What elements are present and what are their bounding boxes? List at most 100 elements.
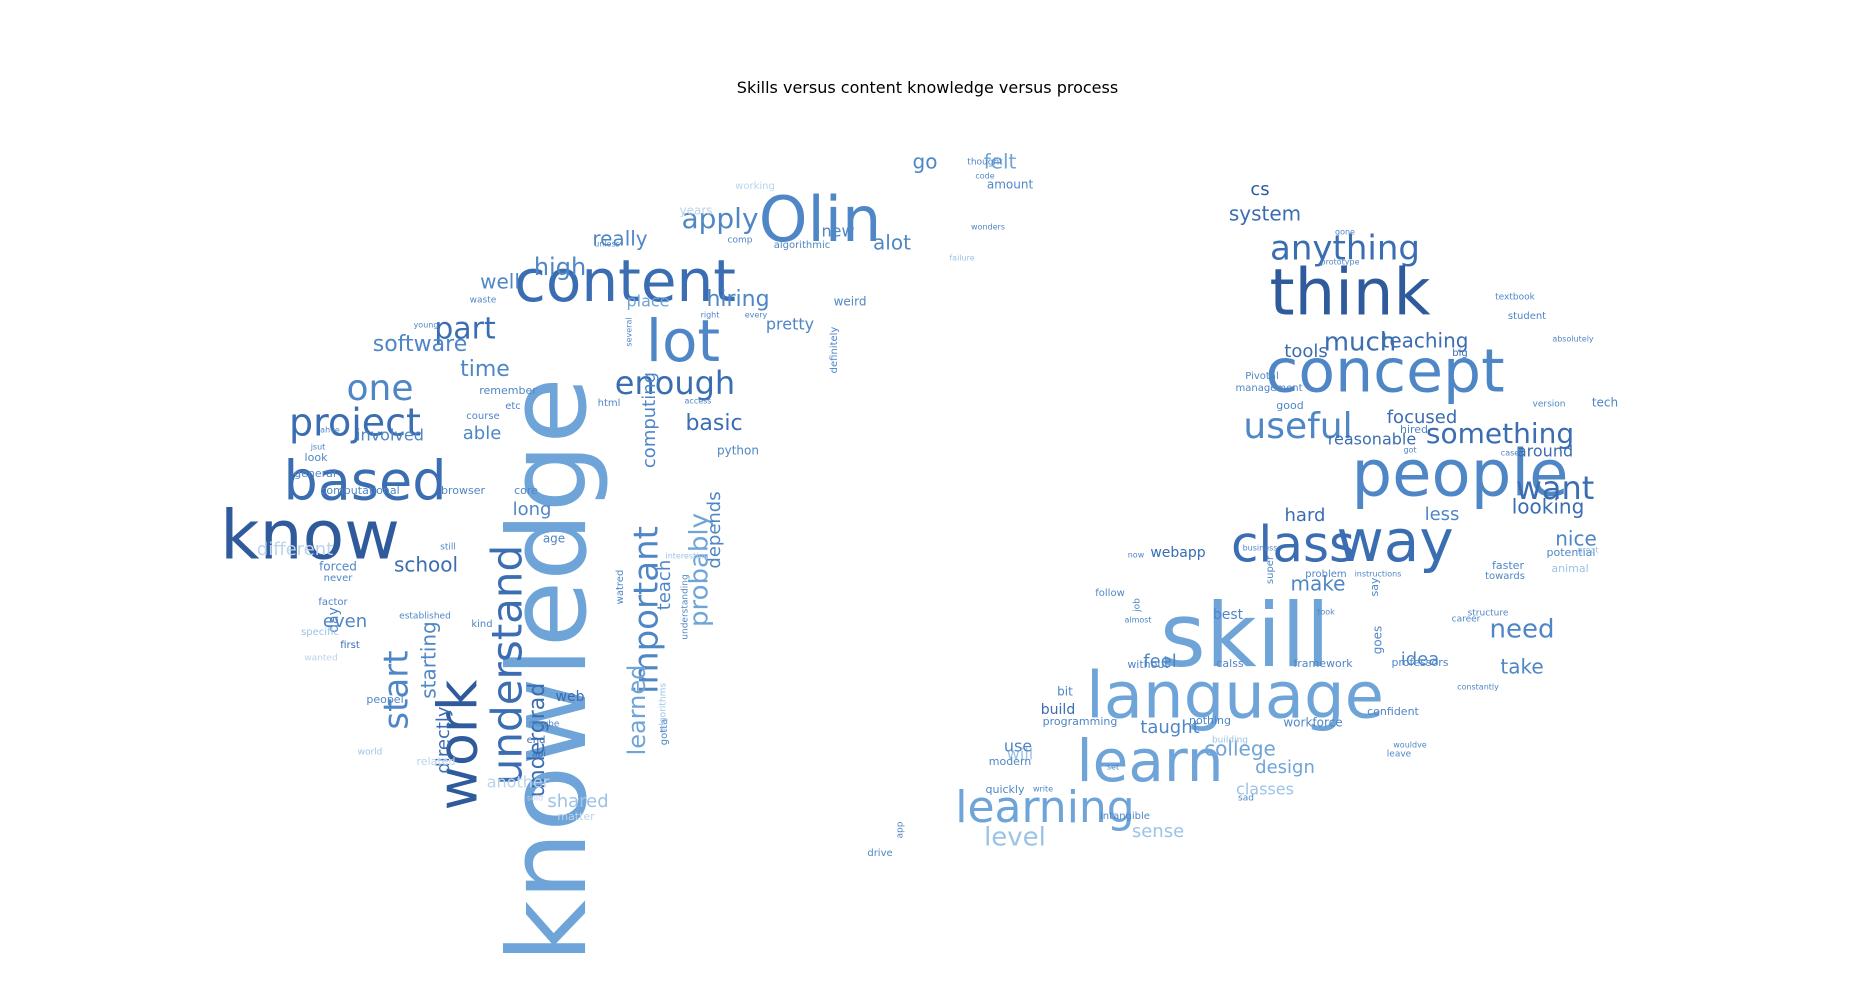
cloud-word: another	[487, 773, 550, 792]
cloud-word: right	[701, 311, 720, 320]
cloud-word: potential	[1547, 546, 1596, 559]
cloud-word: important	[627, 526, 667, 694]
cloud-word: kind	[471, 619, 492, 630]
cloud-word: general	[294, 467, 336, 480]
cloud-word: Olin	[759, 183, 882, 256]
cloud-word: useful	[1243, 406, 1352, 447]
cloud-word: around	[1517, 442, 1573, 461]
cloud-word: still	[440, 543, 456, 553]
cloud-word: wonders	[971, 223, 1005, 232]
cloud-word: anything	[1270, 229, 1420, 269]
cloud-word: watred	[615, 570, 626, 605]
cloud-word: taught	[1140, 717, 1199, 738]
cloud-word: hiring	[706, 287, 769, 312]
cloud-word: Pivotal	[1245, 371, 1278, 382]
cloud-word: webapp	[1150, 545, 1205, 561]
cloud-word: sad	[1238, 794, 1254, 804]
cloud-word: really	[592, 227, 647, 251]
cloud-word: school	[394, 553, 458, 577]
cloud-word: weird	[834, 295, 867, 309]
cloud-word: unless	[594, 240, 620, 249]
cloud-word: gotta	[659, 719, 670, 745]
cloud-word: project	[289, 401, 421, 445]
cloud-word: starting	[417, 621, 441, 699]
cloud-word: focused	[1387, 407, 1458, 428]
cloud-word: college	[1204, 737, 1276, 761]
cloud-word: remember	[479, 384, 537, 397]
cloud-word: go	[913, 150, 938, 174]
cloud-word: web	[556, 689, 585, 705]
cloud-word: follow	[1095, 588, 1125, 599]
cloud-word: basic	[685, 411, 742, 436]
cloud-word: every	[745, 311, 768, 320]
cloud-word: undergrad	[525, 683, 550, 798]
cloud-word: structure	[1468, 609, 1509, 619]
cloud-word: level	[984, 823, 1046, 853]
cloud-word: tech	[1592, 396, 1618, 410]
cloud-word: alot	[873, 231, 911, 255]
cloud-word: sense	[1132, 821, 1184, 842]
cloud-word: management	[1236, 383, 1303, 394]
cloud-word: work	[427, 679, 490, 810]
cloud-word: feel	[1143, 651, 1177, 672]
cloud-word: way	[1336, 507, 1453, 575]
cloud-word: got	[1403, 446, 1416, 455]
cloud-word: want	[1516, 469, 1595, 507]
cloud-word: confident	[1367, 705, 1419, 718]
cloud-word: one	[347, 368, 414, 409]
cloud-word: say	[1368, 577, 1381, 596]
cloud-word: python	[717, 444, 759, 458]
cloud-word: factor	[318, 597, 348, 608]
cloud-word: forced	[319, 560, 357, 574]
cloud-word: high	[534, 253, 586, 281]
cloud-word: peopel	[366, 693, 403, 706]
cloud-word: drive	[867, 848, 892, 859]
cloud-word: system	[1229, 202, 1301, 226]
cloud-word: now	[1128, 551, 1145, 560]
cloud-word: app	[896, 821, 906, 838]
cloud-word: wouldve	[1393, 741, 1427, 750]
cloud-word: lot	[646, 307, 720, 375]
cloud-word: understanding	[681, 574, 691, 639]
cloud-word: cs	[1250, 179, 1269, 200]
cloud-word: teach	[654, 560, 675, 610]
cloud-word: software	[373, 332, 467, 357]
cloud-word: comp	[728, 236, 753, 246]
cloud-word: think	[1269, 257, 1430, 331]
cloud-word: new	[821, 222, 854, 241]
cloud-word: established	[399, 612, 451, 622]
cloud-word: hired	[1400, 423, 1428, 436]
cloud-word: something	[1426, 417, 1574, 450]
cloud-word: end	[527, 735, 546, 746]
cloud-word: prototype	[1321, 258, 1360, 267]
cloud-word: specific	[301, 627, 339, 638]
cloud-word: well	[480, 270, 520, 294]
cloud-word: etc	[505, 401, 521, 412]
cloud-word: great	[1577, 546, 1598, 555]
cloud-word: intangible	[1100, 811, 1150, 822]
cloud-word: look	[305, 451, 329, 464]
cloud-word: young	[414, 321, 439, 330]
cloud-word: depends	[704, 491, 725, 568]
cloud-word: enough	[615, 364, 735, 402]
cloud-word: learning	[955, 782, 1135, 833]
cloud-word: ahve	[320, 426, 340, 435]
cloud-word: related	[417, 755, 456, 768]
cloud-word: classes	[1236, 780, 1294, 799]
cloud-word: algorithms	[659, 683, 669, 731]
cloud-word: building	[1212, 736, 1248, 746]
cloud-word: jsut	[310, 443, 326, 452]
cloud-word: towards	[1485, 571, 1525, 582]
cloud-word: textbook	[1495, 293, 1535, 303]
cloud-word: big	[1452, 348, 1467, 359]
cloud-word: directly	[433, 706, 454, 773]
cloud-word: framework	[1293, 657, 1353, 670]
cloud-word: bit	[1057, 685, 1073, 699]
cloud-word: absolutely	[1552, 335, 1594, 344]
cloud-word: long	[513, 499, 552, 520]
cloud-word: felt	[984, 150, 1017, 174]
cloud-word: take	[1500, 655, 1543, 679]
cloud-word: almost	[1124, 616, 1151, 625]
cloud-word: waste	[470, 296, 497, 306]
cloud-word: nice	[1555, 527, 1597, 551]
